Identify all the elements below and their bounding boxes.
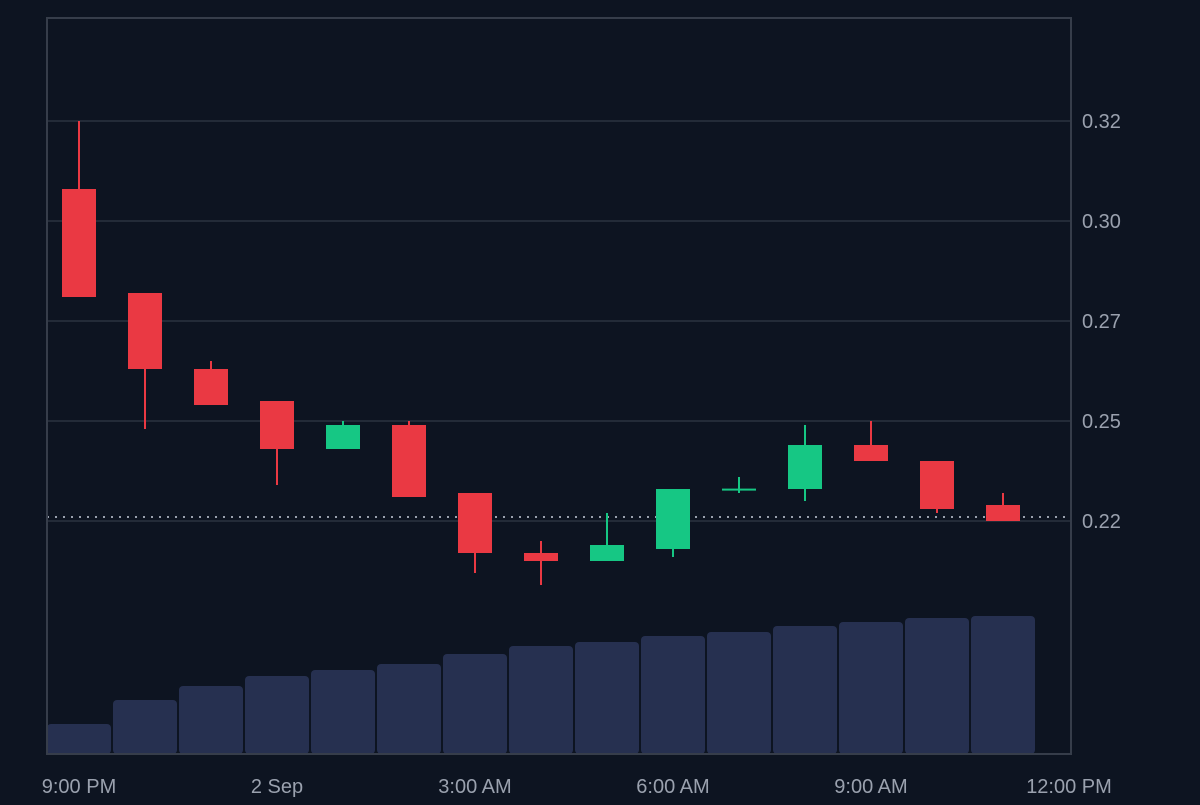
candle-body <box>722 488 756 491</box>
price-tick-label: 0.25 <box>1082 411 1121 433</box>
candle[interactable] <box>392 421 426 497</box>
candles <box>62 121 1020 585</box>
time-tick-label: 9:00 AM <box>834 776 907 798</box>
time-tick-label: 6:00 AM <box>636 776 709 798</box>
candle[interactable] <box>920 461 954 513</box>
time-axis[interactable]: 9:00 PM 2 Sep 3:00 AM 6:00 AM 9:00 AM 12:00 P… <box>42 776 1112 798</box>
volume-bar <box>245 676 309 754</box>
time-tick-label: 12:00 PM <box>1026 776 1112 798</box>
candle[interactable] <box>326 421 360 449</box>
candle[interactable] <box>194 361 228 405</box>
candle[interactable] <box>128 293 162 429</box>
volume-bar <box>47 724 111 754</box>
candle[interactable] <box>986 493 1020 521</box>
volume-bar <box>311 670 375 754</box>
candle-body <box>986 505 1020 521</box>
volume-bar <box>113 700 177 754</box>
candle-body <box>458 493 492 553</box>
volume-bar <box>707 632 771 754</box>
candle-body <box>920 461 954 509</box>
time-tick-label: 2 Sep <box>251 776 303 798</box>
price-tick-label: 0.22 <box>1082 511 1121 533</box>
candle-body <box>524 553 558 561</box>
volume-bars <box>47 616 1035 754</box>
candle-body <box>788 445 822 489</box>
candle[interactable] <box>62 121 96 297</box>
candle[interactable] <box>590 513 624 561</box>
candle[interactable] <box>260 401 294 485</box>
candle-body <box>62 189 96 297</box>
candle-body <box>392 425 426 497</box>
price-tick-label: 0.27 <box>1082 311 1121 333</box>
volume-bar <box>179 686 243 754</box>
volume-bar <box>641 636 705 754</box>
volume-bar <box>443 654 507 754</box>
volume-bar <box>509 646 573 754</box>
candle-body <box>128 293 162 369</box>
candle-body <box>326 425 360 449</box>
volume-bar <box>377 664 441 754</box>
volume-bar <box>839 622 903 754</box>
candle[interactable] <box>788 425 822 501</box>
candle[interactable] <box>656 489 690 557</box>
candle-body <box>260 401 294 449</box>
volume-bar <box>575 642 639 754</box>
price-tick-label: 0.30 <box>1082 211 1121 233</box>
price-tick-label: 0.32 <box>1082 111 1121 133</box>
price-gridlines <box>47 120 1071 522</box>
candle[interactable] <box>854 421 888 461</box>
volume-bar <box>971 616 1035 754</box>
candle[interactable] <box>524 541 558 585</box>
volume-bar <box>905 618 969 754</box>
time-tick-label: 9:00 PM <box>42 776 116 798</box>
plot-frame <box>46 17 1072 755</box>
candle-body <box>854 445 888 461</box>
candle[interactable] <box>722 477 756 493</box>
candle[interactable] <box>458 493 492 573</box>
candle-body <box>194 369 228 405</box>
volume-bar <box>773 626 837 754</box>
price-axis[interactable]: 0.32 0.30 0.27 0.25 0.22 <box>1082 111 1121 533</box>
candle-body <box>656 489 690 549</box>
candle-body <box>590 545 624 561</box>
time-tick-label: 3:00 AM <box>438 776 511 798</box>
